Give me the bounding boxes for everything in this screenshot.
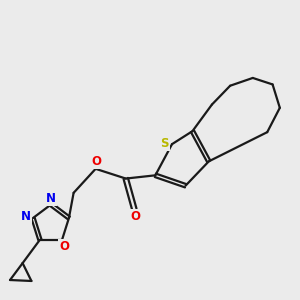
Text: N: N [46, 191, 56, 205]
Text: N: N [21, 210, 31, 223]
Text: O: O [60, 240, 70, 254]
Text: O: O [130, 210, 140, 223]
Text: O: O [91, 155, 101, 168]
Text: S: S [160, 137, 168, 150]
